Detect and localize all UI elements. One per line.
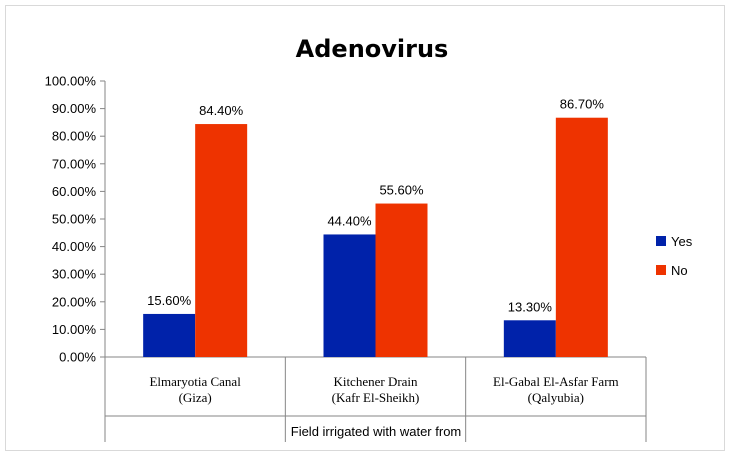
x-tick-label: Kitchener Drain (333, 374, 418, 389)
y-tick-label: 60.00% (52, 184, 97, 199)
y-tick-label: 90.00% (52, 101, 97, 116)
bar-no (555, 117, 608, 357)
x-tick-label: Elmaryotia Canal (149, 374, 241, 389)
y-tick-label: 70.00% (52, 156, 97, 171)
data-label: 86.70% (560, 97, 605, 112)
bars-group: 15.60% 44.40% 13.30% 84.40% 55.60% 86.70% (143, 97, 608, 357)
x-tick-label: El-Gabal El-Asfar Farm (493, 374, 619, 389)
y-tick-label: 50.00% (52, 212, 97, 227)
chart-svg: Adenovirus 0.00% 10.00% 20.00% 30.00% 40.00%… (45, 35, 693, 442)
chart-area: Adenovirus 0.00% 10.00% 20.00% 30.00% 40.00%… (5, 5, 725, 451)
y-tick-label: 20.00% (52, 294, 97, 309)
data-label: 13.30% (508, 299, 553, 314)
data-label: 55.60% (379, 183, 424, 198)
bar-yes (503, 320, 556, 357)
bar-no (195, 124, 248, 357)
x-tick-label: (Kafr El-Sheikh) (332, 390, 420, 405)
x-tick-label: (Giza) (179, 390, 212, 405)
legend: Yes No (656, 234, 693, 278)
x-tick-label: (Qalyubia) (528, 390, 584, 405)
y-tick-label: 100.00% (45, 74, 97, 89)
y-tick-label: 40.00% (52, 239, 97, 254)
legend-label-yes: Yes (671, 234, 693, 249)
legend-label-no: No (671, 263, 688, 278)
data-label: 44.40% (327, 213, 372, 228)
data-label: 84.40% (199, 103, 244, 118)
legend-swatch-yes (656, 236, 666, 246)
y-tick-label: 80.00% (52, 129, 97, 144)
axes: 0.00% 10.00% 20.00% 30.00% 40.00% 50.00% 60.00… (45, 74, 647, 442)
data-label: 15.60% (147, 293, 192, 308)
y-tick-label: 30.00% (52, 267, 97, 282)
legend-swatch-no (656, 265, 666, 275)
bar-yes (143, 313, 196, 357)
y-tick-label: 0.00% (59, 350, 96, 365)
bar-yes (323, 234, 376, 357)
bar-no (375, 203, 428, 357)
y-tick-label: 10.00% (52, 322, 97, 337)
chart-title: Adenovirus (296, 35, 449, 63)
x-axis-label: Field irrigated with water from (291, 424, 462, 439)
